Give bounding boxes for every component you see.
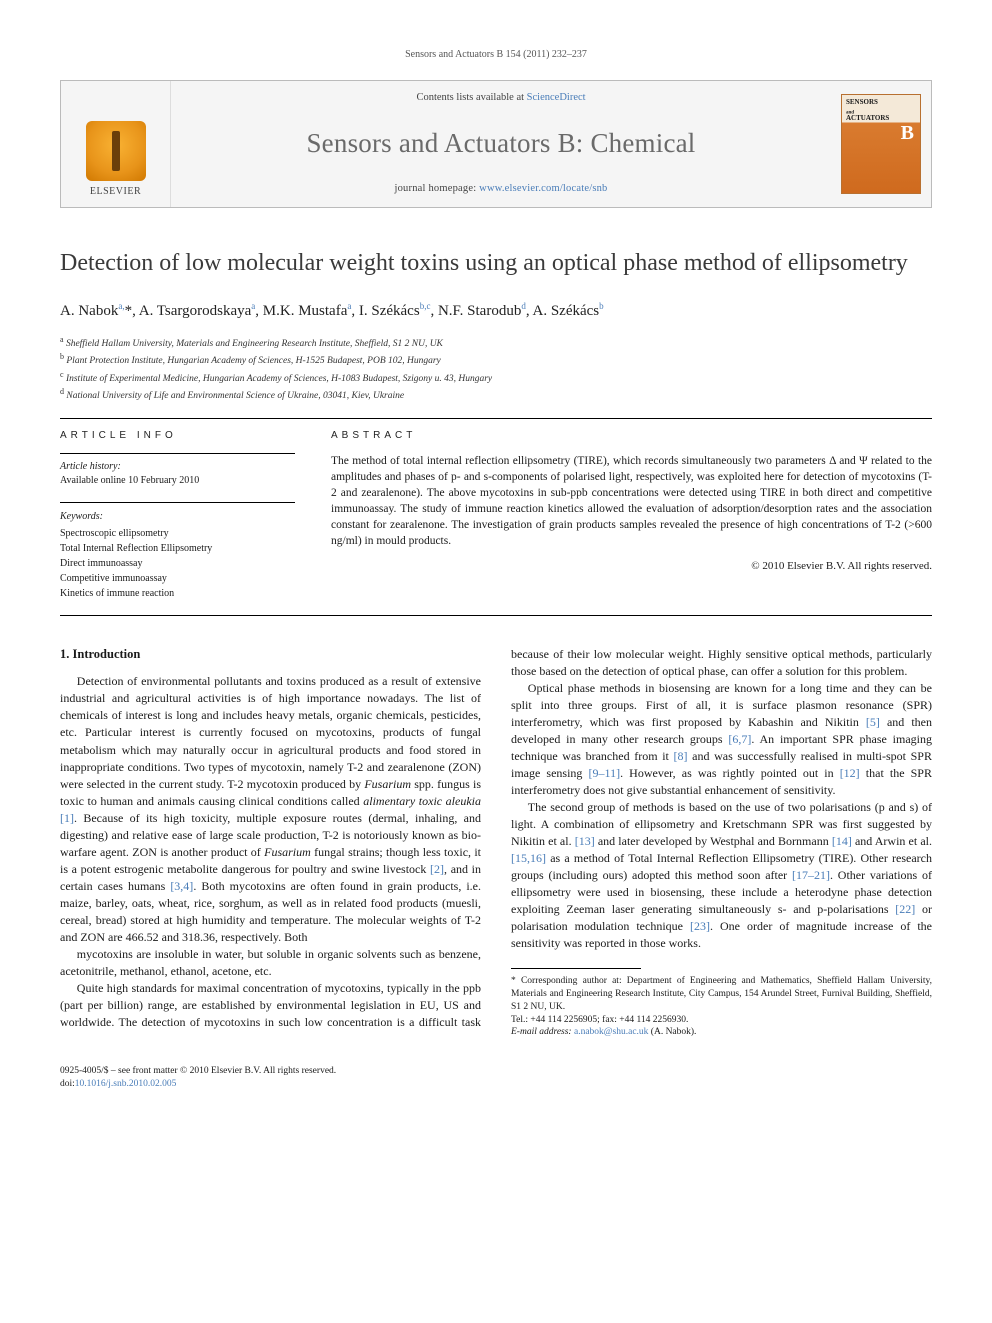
citation-link[interactable]: [2] (430, 862, 444, 876)
citation-link[interactable]: [15,16] (511, 851, 546, 865)
history-value: Available online 10 February 2010 (60, 475, 199, 486)
article-info-column: article info Article history: Available … (60, 429, 295, 601)
contents-line: Contents lists available at ScienceDirec… (416, 91, 585, 106)
abstract-copyright: © 2010 Elsevier B.V. All rights reserved… (331, 559, 932, 574)
affiliation-line: d National University of Life and Enviro… (60, 386, 932, 403)
doi-link[interactable]: 10.1016/j.snb.2010.02.005 (75, 1079, 177, 1089)
running-head-text: Sensors and Actuators B 154 (2011) 232–2… (405, 49, 587, 60)
citation-link[interactable]: [6,7] (728, 732, 751, 746)
publisher-logo-block: ELSEVIER (61, 81, 171, 207)
body-columns: 1. Introduction Detection of environment… (60, 646, 932, 1040)
abstract-text: The method of total internal reflection … (331, 453, 932, 550)
article-title: Detection of low molecular weight toxins… (60, 248, 932, 278)
citation-link[interactable]: [1] (60, 811, 74, 825)
keyword-item: Spectroscopic ellipsometry (60, 526, 295, 541)
abstract-head: abstract (331, 429, 932, 443)
body-paragraph: Detection of environmental pollutants an… (60, 673, 481, 946)
section-heading: 1. Introduction (60, 646, 481, 664)
journal-cover-icon: SENSORSandACTUATORS B (841, 94, 921, 194)
body-paragraph: The second group of methods is based on … (511, 799, 932, 952)
divider (60, 418, 932, 419)
homepage-line: journal homepage: www.elsevier.com/locat… (394, 182, 607, 197)
elsevier-tree-icon (86, 121, 146, 181)
author-list: A. Naboka,*, A. Tsargorodskayaa, M.K. Mu… (60, 300, 932, 322)
journal-header: ELSEVIER Contents lists available at Sci… (60, 80, 932, 208)
keywords-label: Keywords: (60, 509, 295, 524)
body-paragraph: Optical phase methods in biosensing are … (511, 680, 932, 799)
corresponding-author-footnote: * Corresponding author at: Department of… (511, 975, 932, 1039)
abstract-column: abstract The method of total internal re… (331, 429, 932, 601)
keyword-item: Competitive immunoassay (60, 571, 295, 586)
divider (60, 615, 932, 616)
citation-link[interactable]: [14] (832, 834, 852, 848)
affiliations: a Sheffield Hallam University, Materials… (60, 334, 932, 404)
journal-homepage-link[interactable]: www.elsevier.com/locate/snb (479, 183, 607, 194)
running-head: Sensors and Actuators B 154 (2011) 232–2… (60, 48, 932, 62)
cover-thumb-block: SENSORSandACTUATORS B (831, 81, 931, 207)
affiliation-line: a Sheffield Hallam University, Materials… (60, 334, 932, 351)
corr-tel: Tel.: +44 114 2256905; fax: +44 114 2256… (511, 1015, 688, 1025)
citation-link[interactable]: [13] (575, 834, 595, 848)
article-info-head: article info (60, 429, 295, 443)
citation-link[interactable]: [22] (895, 902, 915, 916)
affiliation-line: b Plant Protection Institute, Hungarian … (60, 351, 932, 368)
front-matter-line: 0925-4005/$ – see front matter © 2010 El… (60, 1066, 336, 1076)
publisher-label: ELSEVIER (90, 185, 141, 199)
citation-link[interactable]: [17–21] (792, 868, 830, 882)
citation-link[interactable]: [5] (866, 715, 880, 729)
history-label: Article history: (60, 461, 121, 472)
footnote-rule (511, 968, 641, 969)
keyword-item: Total Internal Reflection Ellipsometry (60, 541, 295, 556)
citation-link[interactable]: [8] (674, 749, 688, 763)
journal-name: Sensors and Actuators B: Chemical (306, 125, 695, 163)
keyword-item: Direct immunoassay (60, 556, 295, 571)
citation-link[interactable]: [9–11] (589, 766, 621, 780)
keyword-item: Kinetics of immune reaction (60, 586, 295, 601)
affiliation-line: c Institute of Experimental Medicine, Hu… (60, 369, 932, 386)
keywords-list: Spectroscopic ellipsometryTotal Internal… (60, 526, 295, 601)
citation-link[interactable]: [12] (840, 766, 860, 780)
header-middle: Contents lists available at ScienceDirec… (171, 81, 831, 207)
bottom-meta: 0925-4005/$ – see front matter © 2010 El… (60, 1065, 932, 1091)
body-paragraph: mycotoxins are insoluble in water, but s… (60, 946, 481, 980)
sciencedirect-link[interactable]: ScienceDirect (527, 92, 586, 103)
citation-link[interactable]: [23] (690, 919, 710, 933)
corr-email-link[interactable]: a.nabok@shu.ac.uk (574, 1027, 648, 1037)
citation-link[interactable]: [3,4] (170, 879, 193, 893)
